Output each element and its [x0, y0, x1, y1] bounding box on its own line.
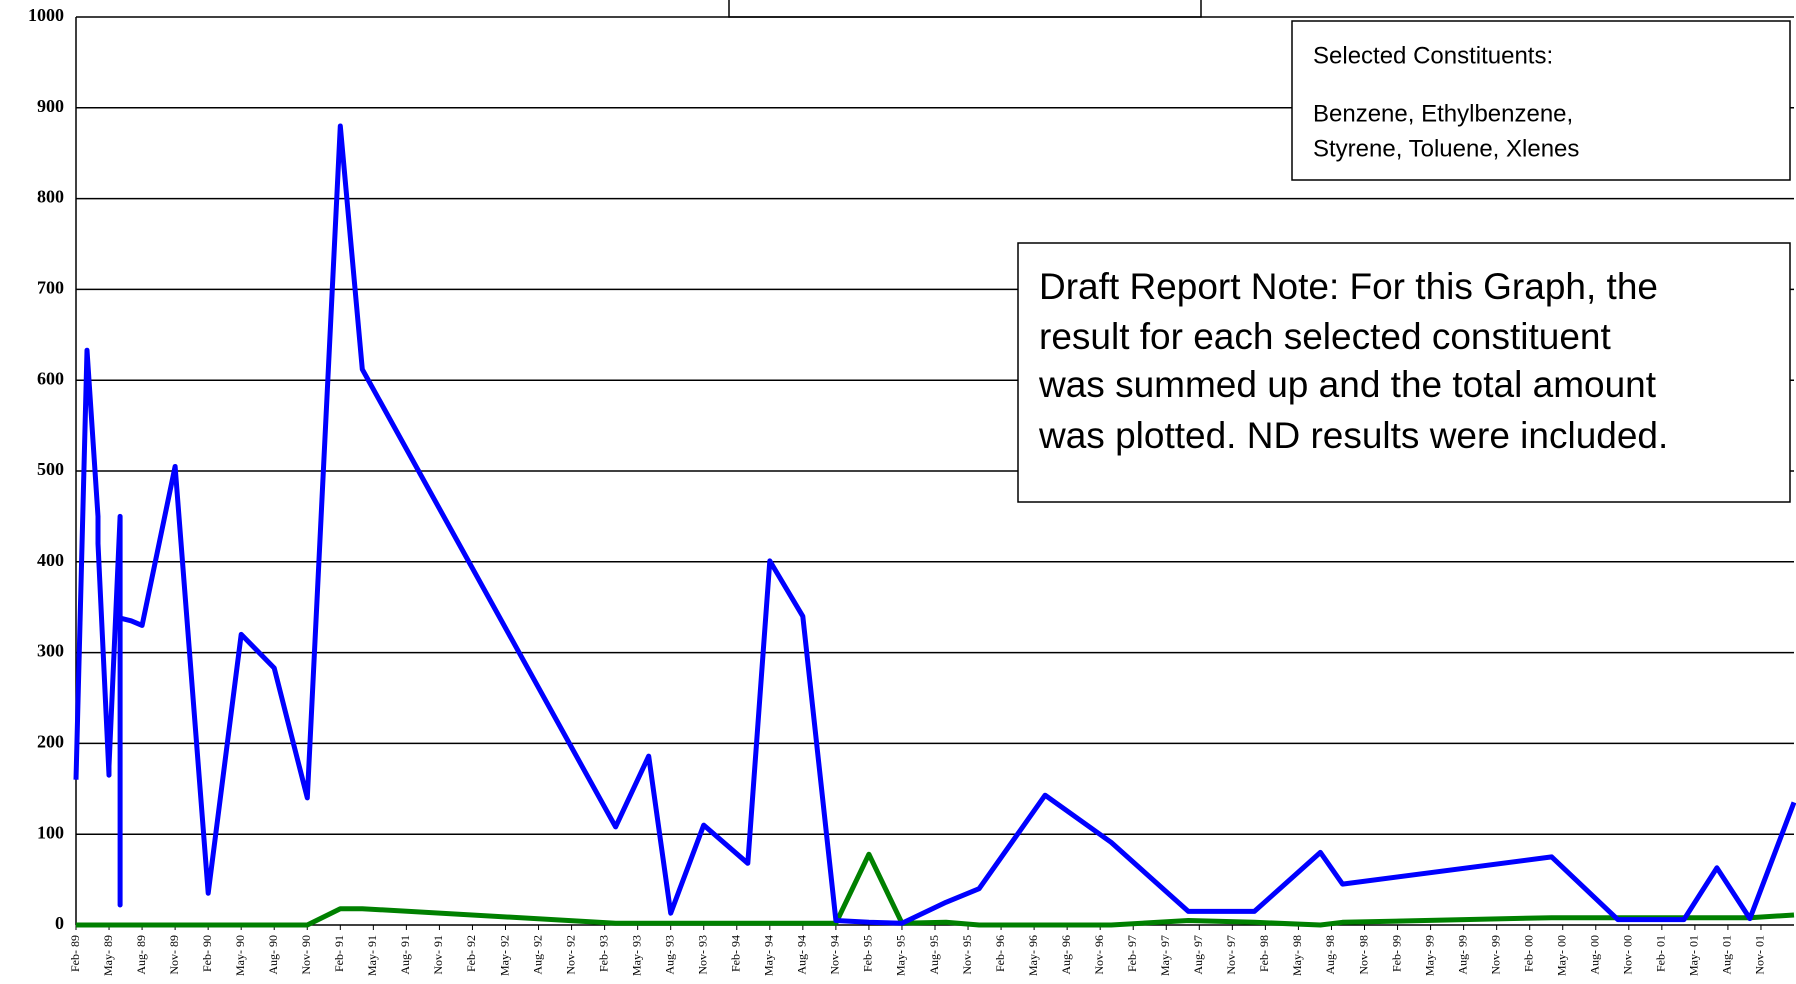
x-tick-label: Feb- 00: [1521, 935, 1535, 972]
y-tick-label: 900: [37, 96, 64, 116]
annotation-text: result for each selected constituent: [1039, 316, 1611, 357]
x-tick-label: Aug- 91: [398, 935, 412, 975]
y-tick-label: 0: [55, 913, 64, 933]
annotation-text: Styrene, Toluene, Xlenes: [1313, 135, 1579, 162]
title-box: [728, 0, 1202, 18]
x-tick-label: Feb- 90: [200, 935, 214, 972]
y-tick-label: 500: [37, 459, 64, 479]
y-tick-label: 700: [37, 278, 64, 298]
annotation-text: was plotted. ND results were included.: [1038, 415, 1668, 456]
x-tick-label: Nov- 98: [1356, 935, 1370, 975]
annotation-text: Selected Constituents:: [1313, 42, 1553, 69]
x-tick-label: May- 93: [629, 935, 643, 976]
x-tick-label: Feb- 94: [729, 935, 743, 972]
x-tick-label: Aug- 94: [795, 935, 809, 975]
x-tick-label: Nov- 95: [960, 935, 974, 975]
x-tick-label: Feb- 98: [1257, 935, 1271, 972]
data-line: [73, 123, 1796, 926]
data-line: [76, 851, 1795, 928]
x-tick-label: May- 90: [233, 935, 247, 976]
x-tick-label: Aug- 90: [266, 935, 280, 975]
x-tick-label: Aug- 97: [1191, 935, 1205, 975]
annotation-box: [1017, 242, 1791, 503]
y-tick-label: 100: [37, 822, 64, 842]
x-tick-label: Aug- 00: [1588, 935, 1602, 975]
x-tick-label: Nov- 94: [828, 935, 842, 975]
annotation-text: Benzene, Ethylbenzene,: [1313, 100, 1573, 127]
x-tick-label: Feb- 91: [332, 935, 346, 972]
y-tick-label: 800: [37, 187, 64, 207]
x-tick-label: Nov- 96: [1092, 935, 1106, 975]
annotation-text: was summed up and the total amount: [1038, 364, 1657, 405]
x-tick-label: Nov- 99: [1488, 935, 1502, 975]
x-tick-label: Nov- 93: [695, 935, 709, 975]
x-tick-label: May- 97: [1158, 935, 1172, 976]
x-tick-label: Feb- 96: [993, 935, 1007, 972]
x-tick-label: Aug- 89: [134, 935, 148, 975]
x-tick-label: Nov- 92: [563, 935, 577, 975]
x-tick-label: May- 96: [1026, 935, 1040, 976]
x-tick-label: Feb- 99: [1389, 935, 1403, 972]
y-tick-label: 300: [37, 641, 64, 661]
x-tick-label: Nov- 01: [1753, 935, 1767, 975]
x-tick-label: Nov- 89: [167, 935, 181, 975]
annotation-box: [1291, 20, 1791, 181]
y-tick-label: 200: [37, 732, 64, 752]
x-tick-label: Aug- 98: [1323, 935, 1337, 975]
x-tick-label: Nov- 97: [1224, 935, 1238, 975]
x-tick-label: Feb- 92: [464, 935, 478, 972]
x-tick-label: Feb- 97: [1125, 935, 1139, 972]
x-tick-label: Nov- 91: [431, 935, 445, 975]
x-tick-label: May- 98: [1290, 935, 1304, 976]
x-tick-label: Aug- 93: [662, 935, 676, 975]
x-tick-label: May- 00: [1554, 935, 1568, 976]
y-tick-label: 1000: [28, 5, 64, 25]
x-tick-label: May- 99: [1422, 935, 1436, 976]
x-tick-label: Feb- 95: [861, 935, 875, 972]
x-tick-label: May- 91: [365, 935, 379, 976]
x-tick-label: Aug- 96: [1059, 935, 1073, 975]
y-tick-label: 400: [37, 550, 64, 570]
x-tick-label: May- 01: [1687, 935, 1701, 976]
x-tick-label: Aug- 95: [927, 935, 941, 975]
annotation-text: Draft Report Note: For this Graph, the: [1039, 266, 1658, 307]
x-tick-label: Nov- 00: [1621, 935, 1635, 975]
x-tick-label: Feb- 89: [68, 935, 82, 972]
x-tick-label: May- 89: [101, 935, 115, 976]
x-tick-label: Aug- 99: [1455, 935, 1469, 975]
x-tick-label: Nov- 90: [299, 935, 313, 975]
x-tick-label: Feb- 93: [596, 935, 610, 972]
x-tick-label: Aug- 92: [530, 935, 544, 975]
x-tick-label: May- 95: [894, 935, 908, 976]
x-tick-label: May- 92: [497, 935, 511, 976]
y-tick-label: 600: [37, 368, 64, 388]
x-tick-label: Feb- 01: [1654, 935, 1668, 972]
x-tick-label: May- 94: [762, 935, 776, 976]
x-tick-label: Aug- 01: [1720, 935, 1734, 975]
